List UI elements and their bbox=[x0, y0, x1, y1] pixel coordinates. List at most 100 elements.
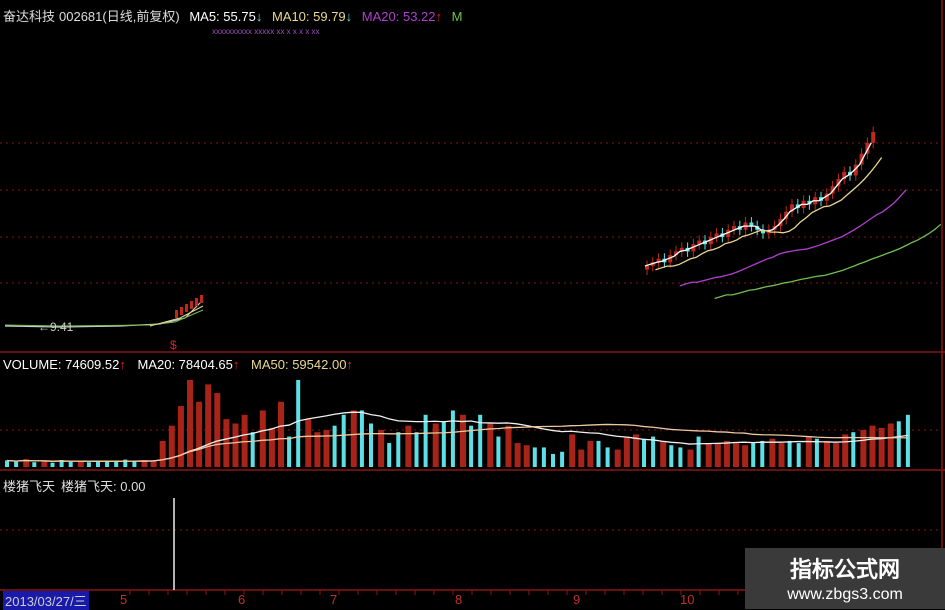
volume-ma50-label: MA50: 59542.00 bbox=[251, 357, 347, 372]
volume-bar bbox=[59, 460, 64, 467]
price-ma-left bbox=[4, 309, 204, 327]
candle bbox=[195, 298, 198, 306]
watermark-url: www.zbgs3.com bbox=[787, 586, 903, 603]
volume-bar bbox=[196, 401, 203, 467]
volume-bar bbox=[623, 436, 630, 467]
volume-label: VOLUME: 74609.52 bbox=[3, 357, 120, 372]
volume-bar bbox=[278, 401, 284, 467]
price-ma-line bbox=[644, 142, 872, 267]
volume-bar bbox=[441, 421, 446, 467]
volume-bar bbox=[569, 434, 576, 467]
ma-more-label: M bbox=[451, 9, 463, 24]
volume-bar bbox=[250, 432, 255, 467]
volume-bar bbox=[733, 443, 739, 467]
candle bbox=[842, 171, 847, 180]
candle bbox=[180, 307, 183, 315]
volume-bar bbox=[41, 460, 48, 467]
volume-bar bbox=[905, 414, 910, 467]
indicator-header: 楼猪飞天 楼猪飞天: 0.00 bbox=[3, 476, 146, 495]
volume-bar bbox=[796, 443, 801, 467]
volume-bar bbox=[523, 445, 530, 467]
month-tick: 8 bbox=[455, 592, 463, 607]
price-ma-line bbox=[714, 223, 942, 300]
volume-bar bbox=[660, 440, 667, 467]
ma20-label: MA20: 53.22 bbox=[361, 9, 436, 24]
volume-bar bbox=[159, 440, 166, 467]
volume-bar bbox=[450, 410, 455, 467]
volume-bar bbox=[232, 423, 239, 467]
volume-bar bbox=[887, 423, 894, 467]
volume-bar bbox=[32, 462, 37, 467]
volume-bar bbox=[869, 425, 876, 467]
volume-bar bbox=[496, 436, 501, 467]
candle bbox=[859, 153, 864, 165]
watermark-title: 指标公式网 bbox=[789, 558, 900, 583]
price-ma-line bbox=[679, 189, 907, 287]
volume-bar bbox=[723, 440, 730, 467]
volume-bar bbox=[687, 449, 694, 467]
volume-bar bbox=[514, 443, 521, 467]
volume-bar bbox=[578, 449, 585, 467]
month-tick: 5 bbox=[120, 592, 128, 607]
volume-header: VOLUME: 74609.52↑ MA20: 78404.65↑ MA50: … bbox=[3, 357, 353, 372]
candle bbox=[668, 255, 673, 263]
candle bbox=[761, 229, 765, 234]
volume-bar bbox=[860, 430, 867, 467]
volume-bar bbox=[378, 430, 385, 467]
candle bbox=[679, 247, 684, 252]
volume-bar bbox=[678, 447, 683, 467]
volume-bar bbox=[405, 425, 412, 467]
chart-header: 奋达科技 002681(日线,前复权) MA5: 55.75↓ MA10: 59.… bbox=[3, 6, 468, 25]
candle bbox=[853, 164, 858, 176]
volume-bar bbox=[833, 443, 840, 467]
candle bbox=[645, 265, 649, 270]
volume-bar bbox=[751, 443, 756, 467]
volume-bar bbox=[86, 462, 91, 467]
candle bbox=[830, 186, 835, 194]
volume-bar bbox=[787, 440, 792, 467]
volume-bar bbox=[769, 438, 776, 467]
price-ma-left bbox=[149, 305, 204, 327]
volume-bar bbox=[96, 460, 100, 467]
volume-bar bbox=[350, 410, 357, 467]
volume-bar bbox=[696, 436, 701, 467]
volume-bar bbox=[851, 432, 856, 467]
candle bbox=[784, 211, 789, 219]
candle bbox=[674, 251, 678, 256]
candle bbox=[185, 304, 188, 312]
arrow-up-icon: ↑ bbox=[435, 9, 443, 24]
volume-bar bbox=[742, 445, 749, 467]
volume-bar bbox=[878, 427, 885, 467]
month-tick: 6 bbox=[238, 592, 246, 607]
volume-bar bbox=[305, 419, 312, 467]
candle bbox=[871, 132, 876, 143]
volume-bar bbox=[705, 443, 712, 467]
volume-bar bbox=[341, 414, 346, 467]
volume-bar bbox=[587, 440, 594, 467]
watermark: 指标公式网 www.zbgs3.com bbox=[745, 548, 945, 609]
volume-bar bbox=[68, 461, 73, 467]
volume-bar bbox=[505, 425, 512, 467]
candle bbox=[175, 310, 178, 318]
signal-mark: $ bbox=[170, 338, 177, 352]
volume-bar bbox=[214, 393, 221, 467]
volume-bar bbox=[423, 414, 428, 467]
stock-name: 奋达科技 bbox=[3, 9, 56, 24]
volume-bar bbox=[778, 443, 785, 467]
volume-bar bbox=[359, 410, 364, 467]
arrow-down-icon: ↓ bbox=[255, 9, 263, 24]
arrow-down-icon: ↓ bbox=[345, 9, 353, 24]
arrow-up-icon: ↑ bbox=[346, 357, 353, 372]
candle bbox=[732, 226, 736, 230]
candle bbox=[865, 142, 870, 154]
current-date: 2013/03/27/三 bbox=[3, 591, 89, 610]
volume-bar bbox=[141, 460, 148, 467]
price-ma-line bbox=[655, 157, 883, 271]
volume-bar bbox=[369, 423, 373, 467]
volume-bar bbox=[77, 461, 84, 467]
volume-bar bbox=[478, 414, 483, 467]
volume-bar bbox=[605, 447, 610, 467]
period-label: (日线,前复权) bbox=[102, 9, 180, 24]
volume-bar bbox=[814, 438, 819, 467]
volume-bar bbox=[760, 440, 765, 467]
